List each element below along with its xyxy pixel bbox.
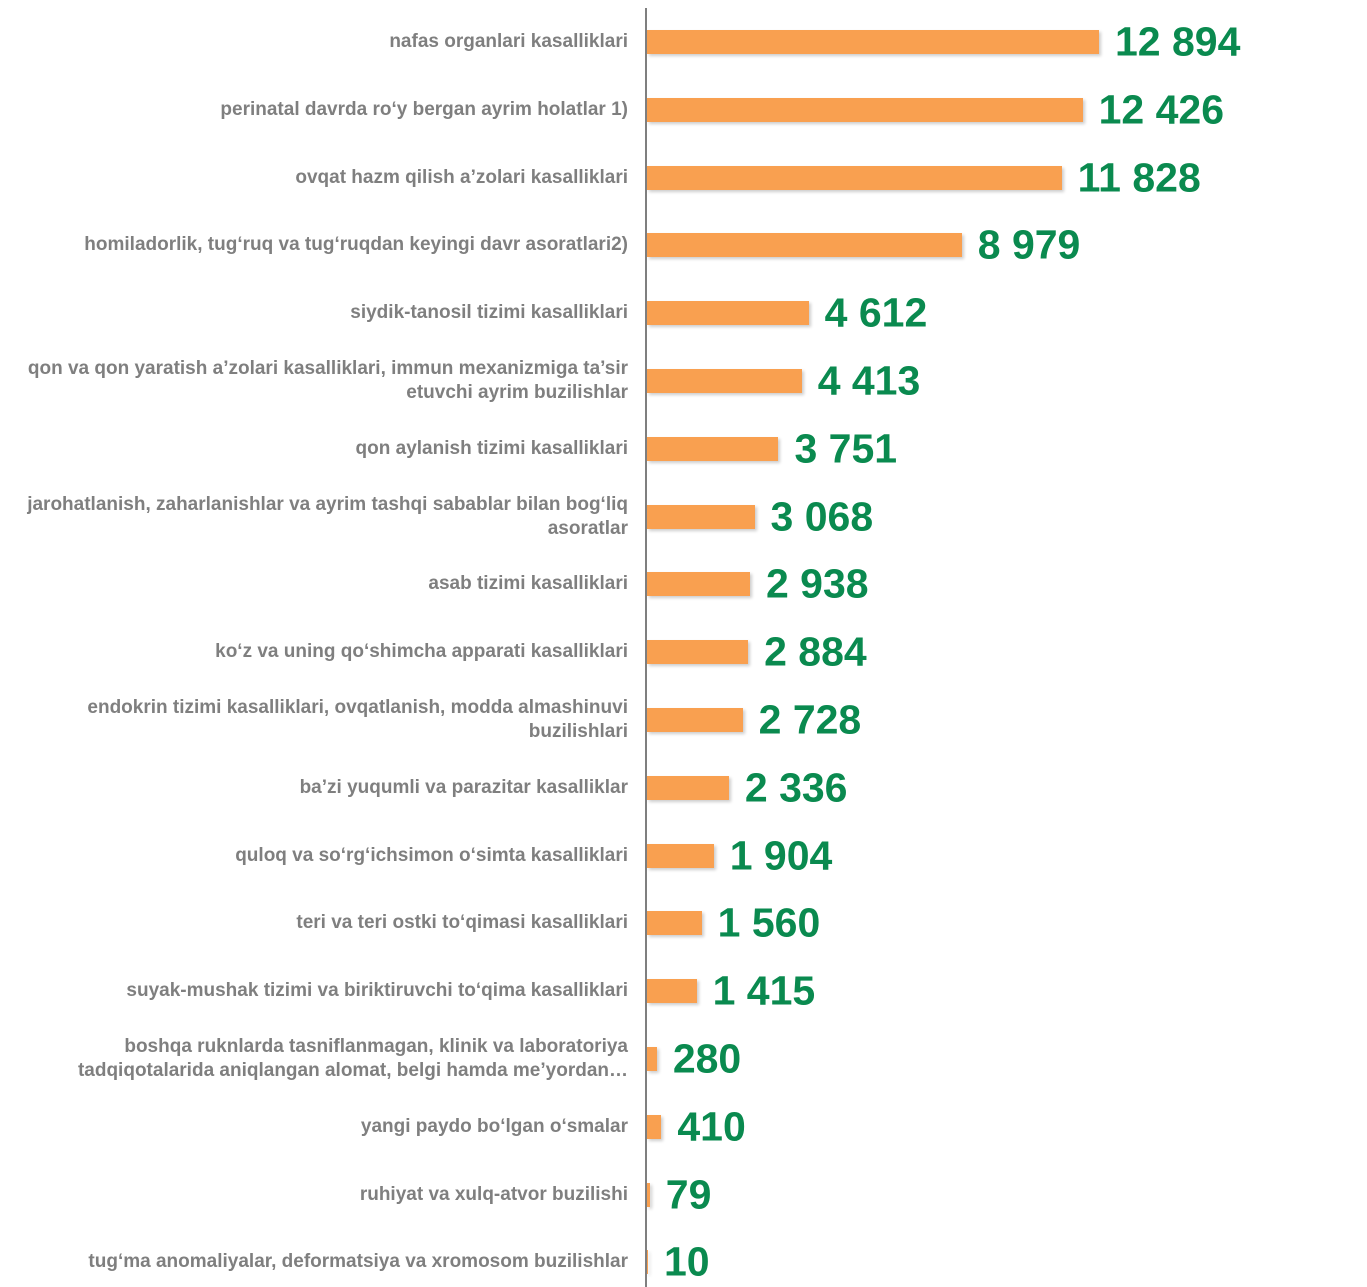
bar — [647, 775, 729, 800]
value-label: 3 751 — [794, 425, 898, 472]
bar — [647, 301, 809, 326]
category-label: suyak-mushak tizimi va biriktiruvchi to‘… — [126, 980, 628, 1002]
bar — [647, 640, 749, 665]
category-label: asab tizimi kasalliklari — [428, 573, 628, 595]
category-label: jarohatlanish, zaharlanishlar va ayrim t… — [27, 493, 628, 539]
value-label: 11 828 — [1077, 154, 1201, 201]
value-label: 2 728 — [758, 696, 862, 743]
value-label: 1 560 — [717, 899, 821, 946]
value-label: 4 612 — [824, 289, 928, 336]
value-label: 79 — [665, 1171, 712, 1218]
value-label: 10 — [664, 1238, 710, 1285]
category-label: ba’zi yuqumli va parazitar kasalliklar — [299, 776, 628, 798]
bar — [647, 436, 779, 461]
category-label: qon aylanish tizimi kasalliklari — [355, 437, 628, 459]
bar — [647, 979, 697, 1004]
bar — [647, 30, 1099, 54]
category-label: endokrin tizimi kasalliklari, ovqatlanis… — [87, 697, 628, 742]
category-label: quloq va so‘rg‘ichsimon o‘simta kasallik… — [235, 844, 628, 866]
category-label: ovqat hazm qilish a’zolari kasalliklari — [295, 166, 628, 188]
category-label: yangi paydo bo‘lgan o‘smalar — [360, 1115, 628, 1137]
value-label: 3 068 — [770, 493, 874, 540]
value-label: 8 979 — [977, 221, 1081, 268]
value-label: 2 938 — [765, 560, 869, 607]
bar — [647, 1114, 662, 1139]
category-label: ko‘z va uning qo‘shimcha apparati kasall… — [215, 641, 628, 663]
value-label: 2 336 — [744, 764, 848, 811]
category-label: perinatal davrda ro‘y bergan ayrim holat… — [220, 98, 628, 120]
category-label: tug‘ma anomaliyalar, deformatsiya va xro… — [88, 1251, 628, 1273]
value-label: 2 884 — [764, 628, 867, 675]
category-label: nafas organlari kasalliklari — [389, 31, 628, 52]
bar — [647, 843, 714, 868]
bar — [647, 504, 755, 529]
category-label: qon va qon yaratish a’zolari kasalliklar… — [27, 358, 628, 403]
bar — [647, 1182, 650, 1207]
category-label: teri va teri ostki to‘qimasi kasalliklar… — [296, 912, 628, 934]
bar — [647, 369, 802, 393]
bar — [647, 708, 743, 732]
bar — [647, 911, 702, 936]
bar — [647, 165, 1062, 190]
bar — [647, 1250, 648, 1275]
bar — [647, 1047, 657, 1071]
value-label: 12 894 — [1115, 18, 1241, 65]
bar — [647, 572, 750, 597]
category-label: boshqa ruknlarda tasniflanmagan, klinik … — [77, 1036, 628, 1081]
value-label: 4 413 — [817, 357, 921, 404]
category-label: ruhiyat va xulq-atvor buzilishi — [359, 1183, 628, 1205]
bar — [647, 233, 962, 258]
axis-line — [645, 8, 647, 1287]
category-label: siydik-tanosil tizimi kasalliklari — [350, 302, 628, 324]
value-label: 1 415 — [712, 967, 816, 1014]
value-label: 1 904 — [729, 832, 833, 879]
category-label: homiladorlik, tug‘ruq va tug‘ruqdan keyi… — [84, 234, 628, 256]
value-label: 280 — [672, 1035, 742, 1082]
value-label: 410 — [677, 1103, 746, 1150]
bar — [647, 97, 1083, 122]
value-label: 12 426 — [1098, 86, 1224, 133]
